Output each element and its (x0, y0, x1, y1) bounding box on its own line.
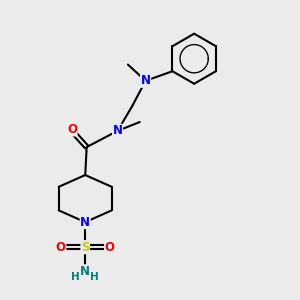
Text: N: N (141, 74, 151, 87)
Text: H: H (71, 272, 80, 282)
Text: N: N (80, 216, 90, 229)
Text: S: S (81, 241, 89, 254)
Text: O: O (56, 241, 66, 254)
Text: N: N (80, 265, 90, 278)
Text: O: O (105, 241, 115, 254)
Text: O: O (67, 123, 77, 136)
Text: H: H (90, 272, 99, 282)
Text: N: N (112, 124, 123, 137)
